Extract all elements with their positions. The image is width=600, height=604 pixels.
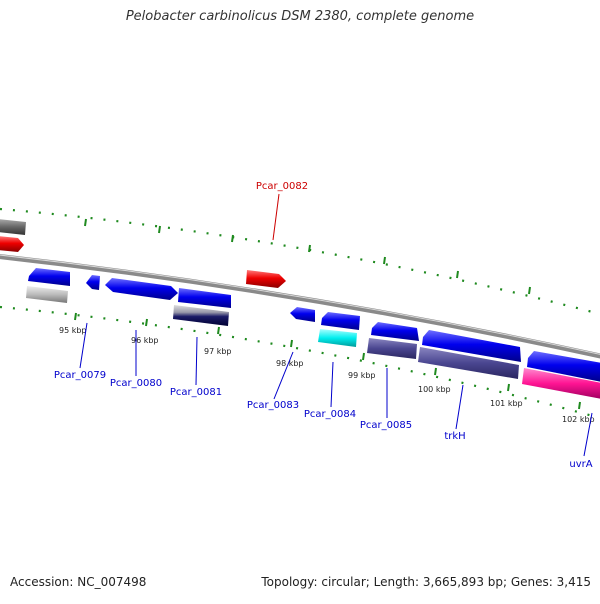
- accession-text: Accession: NC_007498: [10, 575, 147, 589]
- gene-arrow-pcar-0084[interactable]: [321, 312, 360, 330]
- gene-arrow-pcar-0081[interactable]: [178, 288, 231, 308]
- scale-label-101: 101 kbp: [490, 399, 523, 408]
- gene-box-trkH[interactable]: [418, 347, 519, 379]
- outer-tick-track: [0, 207, 600, 316]
- gene-label-trkH[interactable]: trkH: [444, 431, 465, 442]
- gene-arrow-uvrA[interactable]: [527, 351, 600, 382]
- gene-label-pcar-0083[interactable]: Pcar_0083: [247, 400, 299, 411]
- gene-arrow-pcar-0085[interactable]: [371, 322, 419, 341]
- scale-label-100: 100 kbp: [418, 385, 451, 394]
- gene-box-pcar-0085[interactable]: [367, 338, 417, 359]
- gene-label-uvrA[interactable]: uvrA: [569, 459, 592, 470]
- scale-label-97: 97 kbp: [204, 347, 232, 356]
- gene-label-pcar-0084[interactable]: Pcar_0084: [304, 409, 356, 420]
- scale-label-96: 96 kbp: [131, 336, 159, 345]
- inner-tick-track: [0, 305, 600, 420]
- scale-label-102: 102 kbp: [562, 415, 595, 424]
- gene-arrow-pcar-0083[interactable]: [290, 307, 315, 322]
- gene-label-pcar-0080[interactable]: Pcar_0080: [110, 378, 162, 389]
- gene-label-pcar-0081[interactable]: Pcar_0081: [170, 387, 222, 398]
- gene-label-pcar-0079[interactable]: Pcar_0079: [54, 370, 106, 381]
- gene-arrow-pcar-0080[interactable]: [105, 278, 178, 300]
- gene-box-pcar-0081[interactable]: [173, 305, 229, 326]
- gene-arrow-pcar-0082[interactable]: [246, 270, 286, 288]
- gene-arrow-pcar-0080a[interactable]: [86, 275, 100, 290]
- gene-arrow-trkH[interactable]: [422, 330, 521, 362]
- gene-box-uvrA[interactable]: [522, 368, 600, 399]
- gene-arrow-pcar-0079[interactable]: [28, 268, 70, 286]
- scale-label-95: 95 kbp: [59, 326, 87, 335]
- gene-arrow-upstream-gray[interactable]: [0, 219, 26, 235]
- gene-label-pcar-0082[interactable]: Pcar_0082: [256, 181, 308, 192]
- genome-backbone: [0, 254, 600, 359]
- gene-arrow-upstream-red[interactable]: [0, 236, 24, 252]
- label-connectors: [79, 193, 593, 457]
- scale-label-98: 98 kbp: [276, 359, 304, 368]
- scale-label-99: 99 kbp: [348, 371, 376, 380]
- gene-box-pcar-0079[interactable]: [26, 286, 68, 303]
- genome-title: Pelobacter carbinolicus DSM 2380, comple…: [125, 9, 475, 24]
- gene-label-pcar-0085[interactable]: Pcar_0085: [360, 420, 412, 431]
- genome-summary-text: Topology: circular; Length: 3,665,893 bp…: [261, 575, 591, 589]
- gene-box-pcar-0084[interactable]: [318, 329, 357, 347]
